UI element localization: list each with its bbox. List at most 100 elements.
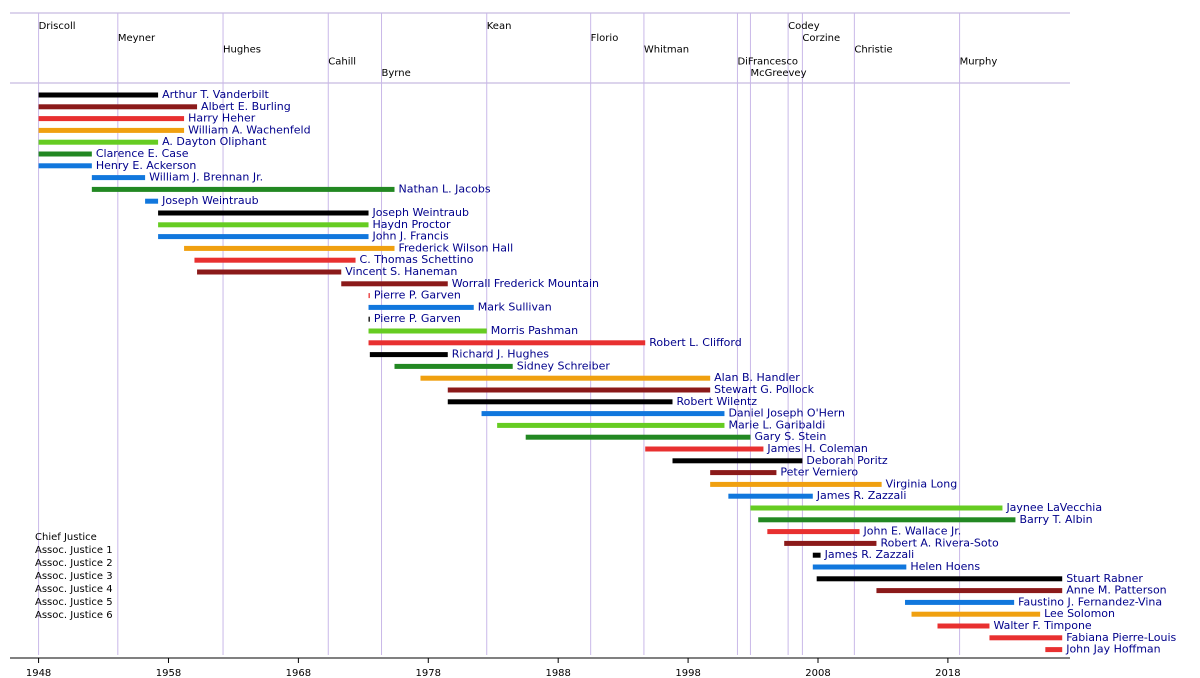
- justice-label: Jaynee LaVecchia: [1005, 501, 1102, 514]
- justice-label: Lee Solomon: [1044, 607, 1115, 620]
- tenure-bar: [728, 493, 813, 499]
- x-tick-label: 2008: [805, 668, 830, 678]
- justice-label: Fabiana Pierre-Louis: [1066, 631, 1176, 644]
- tenure-bar: [158, 210, 369, 216]
- tenure-bar: [145, 198, 159, 204]
- justice-label: Morris Pashman: [491, 324, 578, 337]
- justice-label: Virginia Long: [886, 477, 958, 490]
- tenure-bar: [91, 175, 146, 181]
- tenure-bar: [645, 446, 764, 452]
- justice-label: Robert L. Clifford: [649, 336, 742, 349]
- justice-label: Joseph Weintraub: [372, 206, 469, 219]
- tenure-bar: [38, 139, 159, 145]
- tenure-bar: [368, 304, 474, 310]
- x-tick-label: 1948: [26, 668, 51, 678]
- tenure-bar: [767, 529, 860, 535]
- justice-label: Marie L. Garibaldi: [728, 418, 825, 431]
- tenure-bar: [710, 470, 777, 476]
- governor-label: Driscoll: [39, 21, 76, 32]
- tenure-bar: [989, 635, 1063, 641]
- governor-label: Christie: [854, 45, 892, 56]
- justice-label: Peter Verniero: [780, 466, 858, 479]
- justice-label: John J. Francis: [372, 230, 450, 243]
- tenure-bar: [710, 481, 882, 487]
- tenure-bar: [38, 116, 185, 122]
- tenure-bar: [91, 186, 395, 192]
- justice-label: James H. Coleman: [766, 442, 867, 455]
- tenure-bar: [194, 257, 356, 263]
- x-tick-label: 1968: [286, 668, 311, 678]
- justice-label: Helen Hoens: [910, 560, 980, 573]
- legend-entry: Assoc. Justice 2: [35, 558, 113, 569]
- legend-entry: Assoc. Justice 1: [35, 545, 113, 556]
- tenure-bar: [420, 375, 711, 381]
- justice-label: Alan B. Handler: [714, 371, 800, 384]
- tenure-bar: [38, 151, 92, 157]
- justice-label: Barry T. Albin: [1019, 513, 1092, 526]
- x-tick-label: 1958: [156, 668, 181, 678]
- legend-entry: Assoc. Justice 4: [35, 584, 113, 595]
- tenure-bar: [368, 293, 370, 299]
- justice-label: Mark Sullivan: [478, 300, 552, 313]
- legend-entry: Assoc. Justice 5: [35, 597, 113, 608]
- tenure-bar: [369, 352, 448, 358]
- governor-label: Murphy: [960, 56, 998, 67]
- tenure-bar: [184, 245, 395, 251]
- governor-label: McGreevey: [750, 68, 806, 79]
- tenure-bar: [368, 316, 370, 322]
- justice-label: Stewart G. Pollock: [714, 383, 815, 396]
- tenure-bar: [394, 363, 513, 369]
- x-tick-label: 1978: [416, 668, 441, 678]
- tenure-bar: [905, 599, 1015, 605]
- justice-label: William A. Wachenfeld: [188, 123, 311, 136]
- tenure-bar: [784, 540, 877, 546]
- tenure-bar: [1045, 647, 1063, 653]
- justice-label: John Jay Hoffman: [1065, 643, 1160, 656]
- tenure-bar: [812, 552, 821, 558]
- justice-label: Daniel Joseph O'Hern: [728, 407, 845, 420]
- x-tick-label: 1998: [675, 668, 700, 678]
- justice-label: Arthur T. Vanderbilt: [162, 88, 269, 101]
- tenure-bar: [341, 281, 448, 287]
- x-tick-label: 2018: [935, 668, 960, 678]
- legend-entry: Assoc. Justice 3: [35, 571, 113, 582]
- tenure-bar: [525, 434, 751, 440]
- justice-label: Faustino J. Fernandez-Vina: [1018, 595, 1162, 608]
- justice-label: Sidney Schreiber: [517, 359, 611, 372]
- justice-label: Nathan L. Jacobs: [399, 182, 491, 195]
- tenure-bar: [158, 222, 369, 228]
- tenure-bar: [758, 517, 1016, 523]
- justice-label: Clarence E. Case: [96, 147, 189, 160]
- tenure-bar: [38, 104, 198, 110]
- tenure-bar: [672, 458, 803, 464]
- governor-label: Kean: [487, 21, 512, 32]
- justice-label: William J. Brennan Jr.: [149, 171, 263, 184]
- justice-label: C. Thomas Schettino: [360, 253, 474, 266]
- justice-label: Frederick Wilson Hall: [399, 241, 514, 254]
- justice-label: Deborah Poritz: [806, 454, 888, 467]
- governor-label: Cahill: [328, 56, 356, 67]
- tenure-bar: [368, 328, 487, 334]
- tenure-bar: [937, 623, 990, 629]
- justice-label: A. Dayton Oliphant: [162, 135, 267, 148]
- tenure-bar: [38, 127, 185, 133]
- justice-label: Stuart Rabner: [1066, 572, 1143, 585]
- tenure-bar: [447, 399, 673, 405]
- tenure-bar: [197, 269, 342, 275]
- tenure-bar: [368, 340, 646, 346]
- justice-label: Vincent S. Haneman: [345, 265, 457, 278]
- justice-label: Albert E. Burling: [201, 100, 291, 113]
- legend-entry: Chief Justice: [35, 532, 97, 543]
- tenure-bar: [158, 234, 369, 240]
- governor-label: Whitman: [644, 45, 689, 56]
- tenure-bar: [38, 92, 159, 98]
- justice-label: Robert Wilentz: [677, 395, 758, 408]
- tenure-bar: [481, 411, 725, 417]
- justice-label: Pierre P. Garven: [374, 312, 461, 325]
- governor-label: Hughes: [223, 45, 261, 56]
- justice-label: James R. Zazzali: [824, 548, 915, 561]
- governor-label: DiFrancesco: [737, 56, 798, 67]
- governor-label: Meyner: [118, 33, 156, 44]
- justice-label: Haydn Proctor: [373, 218, 452, 231]
